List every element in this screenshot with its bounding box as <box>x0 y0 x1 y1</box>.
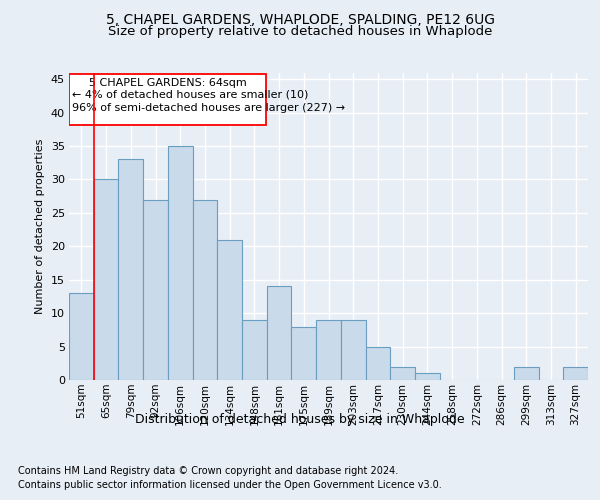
Bar <box>292 326 316 380</box>
Bar <box>267 286 292 380</box>
Bar <box>217 240 242 380</box>
Text: 5, CHAPEL GARDENS, WHAPLODE, SPALDING, PE12 6UG: 5, CHAPEL GARDENS, WHAPLODE, SPALDING, P… <box>106 12 494 26</box>
Bar <box>168 146 193 380</box>
Bar <box>316 320 341 380</box>
Bar <box>94 180 118 380</box>
Text: 96% of semi-detached houses are larger (227) →: 96% of semi-detached houses are larger (… <box>72 102 345 113</box>
Y-axis label: Number of detached properties: Number of detached properties <box>35 138 45 314</box>
Bar <box>118 160 143 380</box>
Text: Contains HM Land Registry data © Crown copyright and database right 2024.: Contains HM Land Registry data © Crown c… <box>18 466 398 476</box>
FancyBboxPatch shape <box>70 74 266 124</box>
Bar <box>563 366 588 380</box>
Bar <box>242 320 267 380</box>
Text: Size of property relative to detached houses in Whaplode: Size of property relative to detached ho… <box>108 25 492 38</box>
Bar <box>415 374 440 380</box>
Bar <box>390 366 415 380</box>
Bar <box>341 320 365 380</box>
Text: Distribution of detached houses by size in Whaplode: Distribution of detached houses by size … <box>135 412 465 426</box>
Bar <box>69 293 94 380</box>
Bar <box>193 200 217 380</box>
Bar <box>143 200 168 380</box>
Bar <box>514 366 539 380</box>
Text: 5 CHAPEL GARDENS: 64sqm: 5 CHAPEL GARDENS: 64sqm <box>89 78 247 88</box>
Bar <box>365 346 390 380</box>
Text: Contains public sector information licensed under the Open Government Licence v3: Contains public sector information licen… <box>18 480 442 490</box>
Text: ← 4% of detached houses are smaller (10): ← 4% of detached houses are smaller (10) <box>72 89 308 99</box>
